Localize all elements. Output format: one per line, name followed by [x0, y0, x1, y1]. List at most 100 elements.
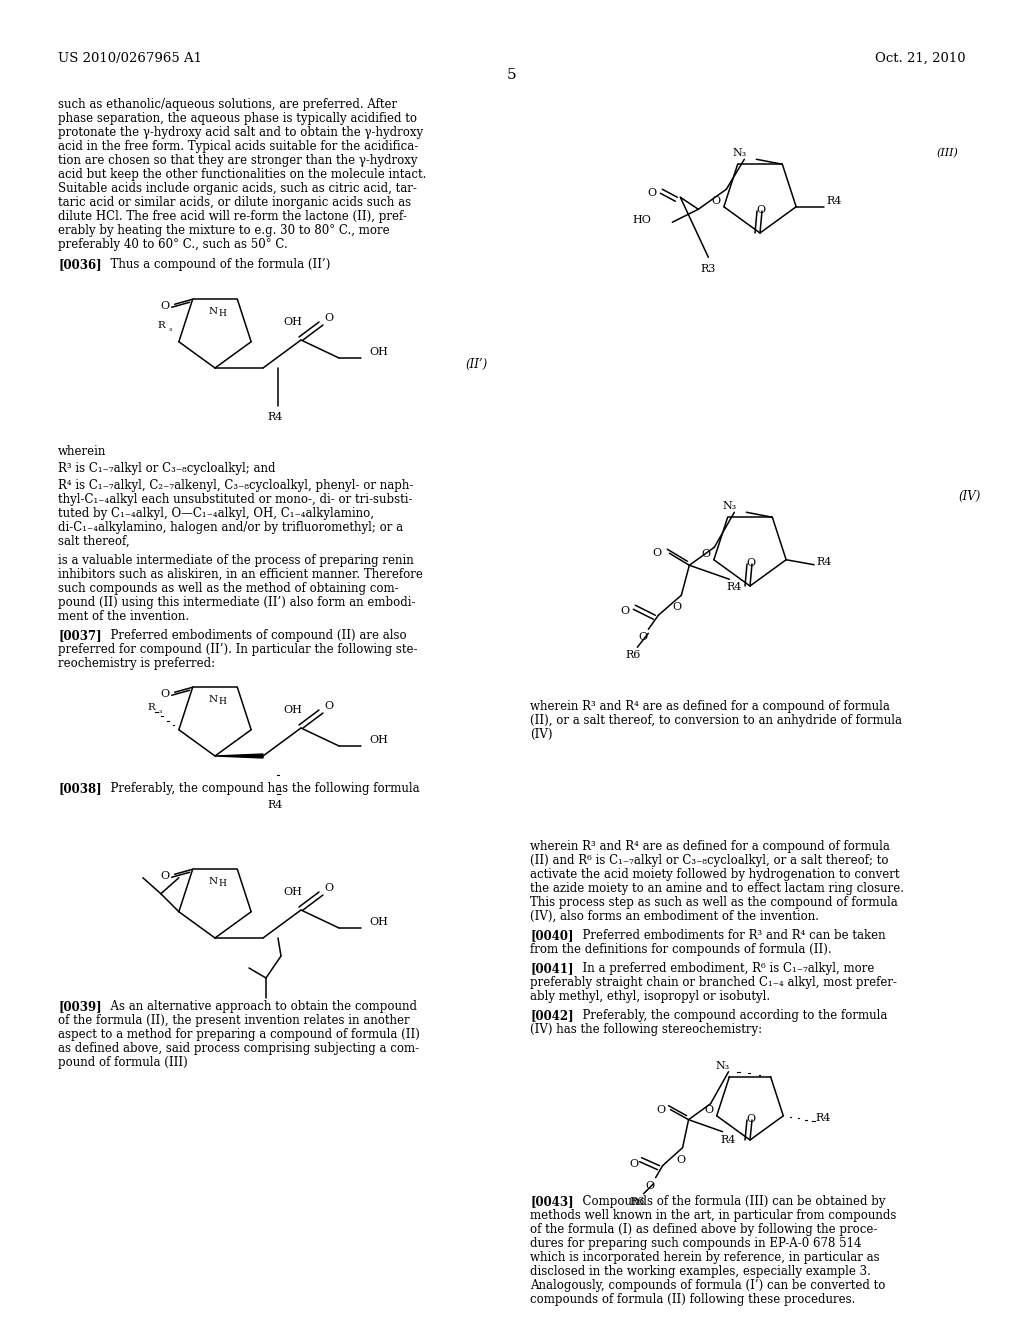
Text: R4: R4: [826, 195, 842, 206]
Text: Preferably, the compound has the following formula: Preferably, the compound has the followi…: [103, 781, 420, 795]
Text: preferred for compound (II’). In particular the following ste-: preferred for compound (II’). In particu…: [58, 643, 418, 656]
Text: Preferably, the compound according to the formula: Preferably, the compound according to th…: [575, 1008, 888, 1022]
Text: salt thereof,: salt thereof,: [58, 535, 130, 548]
Text: [0041]: [0041]: [530, 962, 573, 975]
Text: reochemistry is preferred:: reochemistry is preferred:: [58, 657, 215, 671]
Text: O: O: [746, 558, 756, 568]
Text: Preferred embodiments of compound (II) are also: Preferred embodiments of compound (II) a…: [103, 630, 407, 642]
Text: O: O: [648, 189, 657, 198]
Text: taric acid or similar acids, or dilute inorganic acids such as: taric acid or similar acids, or dilute i…: [58, 195, 411, 209]
Text: of the formula (I) as defined above by following the proce-: of the formula (I) as defined above by f…: [530, 1224, 878, 1236]
Text: (IV): (IV): [530, 729, 553, 741]
Text: activate the acid moiety followed by hydrogenation to convert: activate the acid moiety followed by hyd…: [530, 869, 899, 880]
Text: O: O: [325, 883, 334, 894]
Text: Thus a compound of the formula (II’): Thus a compound of the formula (II’): [103, 257, 331, 271]
Text: N: N: [209, 694, 217, 704]
Text: R⁴ is C₁₋₇alkyl, C₂₋₇alkenyl, C₃₋₈cycloalkyl, phenyl- or naph-: R⁴ is C₁₋₇alkyl, C₂₋₇alkenyl, C₃₋₈cycloa…: [58, 479, 414, 492]
Text: O: O: [673, 602, 682, 612]
Text: US 2010/0267965 A1: US 2010/0267965 A1: [58, 51, 202, 65]
Text: O: O: [639, 632, 648, 643]
Text: Analogously, compounds of formula (I’) can be converted to: Analogously, compounds of formula (I’) c…: [530, 1279, 886, 1292]
Text: (II) and R⁶ is C₁₋₇alkyl or C₃₋₈cycloalkyl, or a salt thereof; to: (II) and R⁶ is C₁₋₇alkyl or C₃₋₈cycloalk…: [530, 854, 889, 867]
Text: aspect to a method for preparing a compound of formula (II): aspect to a method for preparing a compo…: [58, 1028, 420, 1041]
Text: the azide moiety to an amine and to effect lactam ring closure.: the azide moiety to an amine and to effe…: [530, 882, 904, 895]
Text: ment of the invention.: ment of the invention.: [58, 610, 189, 623]
Text: which is incorporated herein by reference, in particular as: which is incorporated herein by referenc…: [530, 1251, 880, 1265]
Text: Compounds of the formula (III) can be obtained by: Compounds of the formula (III) can be ob…: [575, 1195, 886, 1208]
Text: ³: ³: [168, 327, 171, 335]
Text: HO: HO: [633, 215, 651, 226]
Text: acid in the free form. Typical acids suitable for the acidifica-: acid in the free form. Typical acids sui…: [58, 140, 418, 153]
Text: (IV): (IV): [958, 490, 980, 503]
Text: O: O: [325, 701, 334, 711]
Text: [0042]: [0042]: [530, 1008, 573, 1022]
Text: This process step as such as well as the compound of formula: This process step as such as well as the…: [530, 896, 898, 909]
Text: tuted by C₁₋₄alkyl, O—C₁₋₄alkyl, OH, C₁₋₄alkylamino,: tuted by C₁₋₄alkyl, O—C₁₋₄alkyl, OH, C₁₋…: [58, 507, 374, 520]
Text: acid but keep the other functionalities on the molecule intact.: acid but keep the other functionalities …: [58, 168, 426, 181]
Text: R6: R6: [630, 1197, 645, 1206]
Text: Oct. 21, 2010: Oct. 21, 2010: [876, 51, 966, 65]
Text: Preferred embodiments for R³ and R⁴ can be taken: Preferred embodiments for R³ and R⁴ can …: [575, 929, 886, 942]
Text: R4: R4: [727, 582, 742, 593]
Text: [0037]: [0037]: [58, 630, 101, 642]
Polygon shape: [215, 754, 263, 758]
Text: OH: OH: [369, 735, 388, 744]
Text: wherein R³ and R⁴ are as defined for a compound of formula: wherein R³ and R⁴ are as defined for a c…: [530, 700, 890, 713]
Text: OH: OH: [369, 347, 388, 356]
Text: di-C₁₋₄alkylamino, halogen and/or by trifluoromethyl; or a: di-C₁₋₄alkylamino, halogen and/or by tri…: [58, 521, 403, 535]
Text: [0036]: [0036]: [58, 257, 101, 271]
Text: OH: OH: [284, 705, 302, 715]
Text: as defined above, said process comprising subjecting a com-: as defined above, said process comprisin…: [58, 1041, 419, 1055]
Text: preferably straight chain or branched C₁₋₄ alkyl, most prefer-: preferably straight chain or branched C₁…: [530, 975, 897, 989]
Text: O: O: [757, 205, 766, 215]
Text: R4: R4: [267, 412, 283, 422]
Text: H: H: [218, 309, 226, 318]
Text: R4: R4: [816, 557, 831, 566]
Text: O: O: [712, 195, 721, 206]
Text: R4: R4: [721, 1135, 736, 1144]
Text: erably by heating the mixture to e.g. 30 to 80° C., more: erably by heating the mixture to e.g. 30…: [58, 224, 389, 238]
Text: pound of formula (III): pound of formula (III): [58, 1056, 187, 1069]
Text: O: O: [746, 1114, 756, 1125]
Text: Suitable acids include organic acids, such as citric acid, tar-: Suitable acids include organic acids, su…: [58, 182, 417, 195]
Text: is a valuable intermediate of the process of preparing renin: is a valuable intermediate of the proces…: [58, 554, 414, 568]
Text: R4: R4: [815, 1113, 830, 1123]
Text: from the definitions for compounds of formula (II).: from the definitions for compounds of fo…: [530, 942, 831, 956]
Text: 5: 5: [507, 69, 517, 82]
Text: O: O: [160, 301, 169, 312]
Text: thyl-C₁₋₄alkyl each unsubstituted or mono-, di- or tri-substi-: thyl-C₁₋₄alkyl each unsubstituted or mon…: [58, 492, 413, 506]
Text: O: O: [160, 871, 169, 882]
Text: [0043]: [0043]: [530, 1195, 573, 1208]
Text: OH: OH: [284, 317, 302, 327]
Text: N₃: N₃: [716, 1061, 730, 1071]
Text: ably methyl, ethyl, isopropyl or isobutyl.: ably methyl, ethyl, isopropyl or isobuty…: [530, 990, 770, 1003]
Text: (II’): (II’): [465, 358, 487, 371]
Text: [0040]: [0040]: [530, 929, 573, 942]
Text: OH: OH: [369, 917, 388, 927]
Text: O: O: [676, 1155, 685, 1164]
Text: preferably 40 to 60° C., such as 50° C.: preferably 40 to 60° C., such as 50° C.: [58, 238, 288, 251]
Text: methods well known in the art, in particular from compounds: methods well known in the art, in partic…: [530, 1209, 896, 1222]
Text: such compounds as well as the method of obtaining com-: such compounds as well as the method of …: [58, 582, 398, 595]
Text: [0039]: [0039]: [58, 1001, 101, 1012]
Text: In a preferred embodiment, R⁶ is C₁₋₇alkyl, more: In a preferred embodiment, R⁶ is C₁₋₇alk…: [575, 962, 874, 975]
Text: (II), or a salt thereof, to conversion to an anhydride of formula: (II), or a salt thereof, to conversion t…: [530, 714, 902, 727]
Text: N₃: N₃: [722, 502, 736, 511]
Text: O: O: [701, 549, 711, 558]
Text: (IV), also forms an embodiment of the invention.: (IV), also forms an embodiment of the in…: [530, 909, 819, 923]
Text: pound (II) using this intermediate (II’) also form an embodi-: pound (II) using this intermediate (II’)…: [58, 597, 416, 609]
Text: wherein R³ and R⁴ are as defined for a compound of formula: wherein R³ and R⁴ are as defined for a c…: [530, 840, 890, 853]
Text: N₃: N₃: [732, 148, 746, 158]
Text: R: R: [147, 704, 155, 713]
Text: of the formula (II), the present invention relates in another: of the formula (II), the present inventi…: [58, 1014, 410, 1027]
Text: H: H: [218, 879, 226, 888]
Text: wherein: wherein: [58, 445, 106, 458]
Text: O: O: [656, 1105, 666, 1114]
Text: OH: OH: [284, 887, 302, 898]
Text: O: O: [645, 1180, 654, 1191]
Text: dilute HCl. The free acid will re-form the lactone (II), pref-: dilute HCl. The free acid will re-form t…: [58, 210, 407, 223]
Text: such as ethanolic/aqueous solutions, are preferred. After: such as ethanolic/aqueous solutions, are…: [58, 98, 397, 111]
Text: R³ is C₁₋₇alkyl or C₃₋₈cycloalkyl; and: R³ is C₁₋₇alkyl or C₃₋₈cycloalkyl; and: [58, 462, 275, 475]
Text: O: O: [325, 313, 334, 323]
Text: O: O: [652, 548, 662, 558]
